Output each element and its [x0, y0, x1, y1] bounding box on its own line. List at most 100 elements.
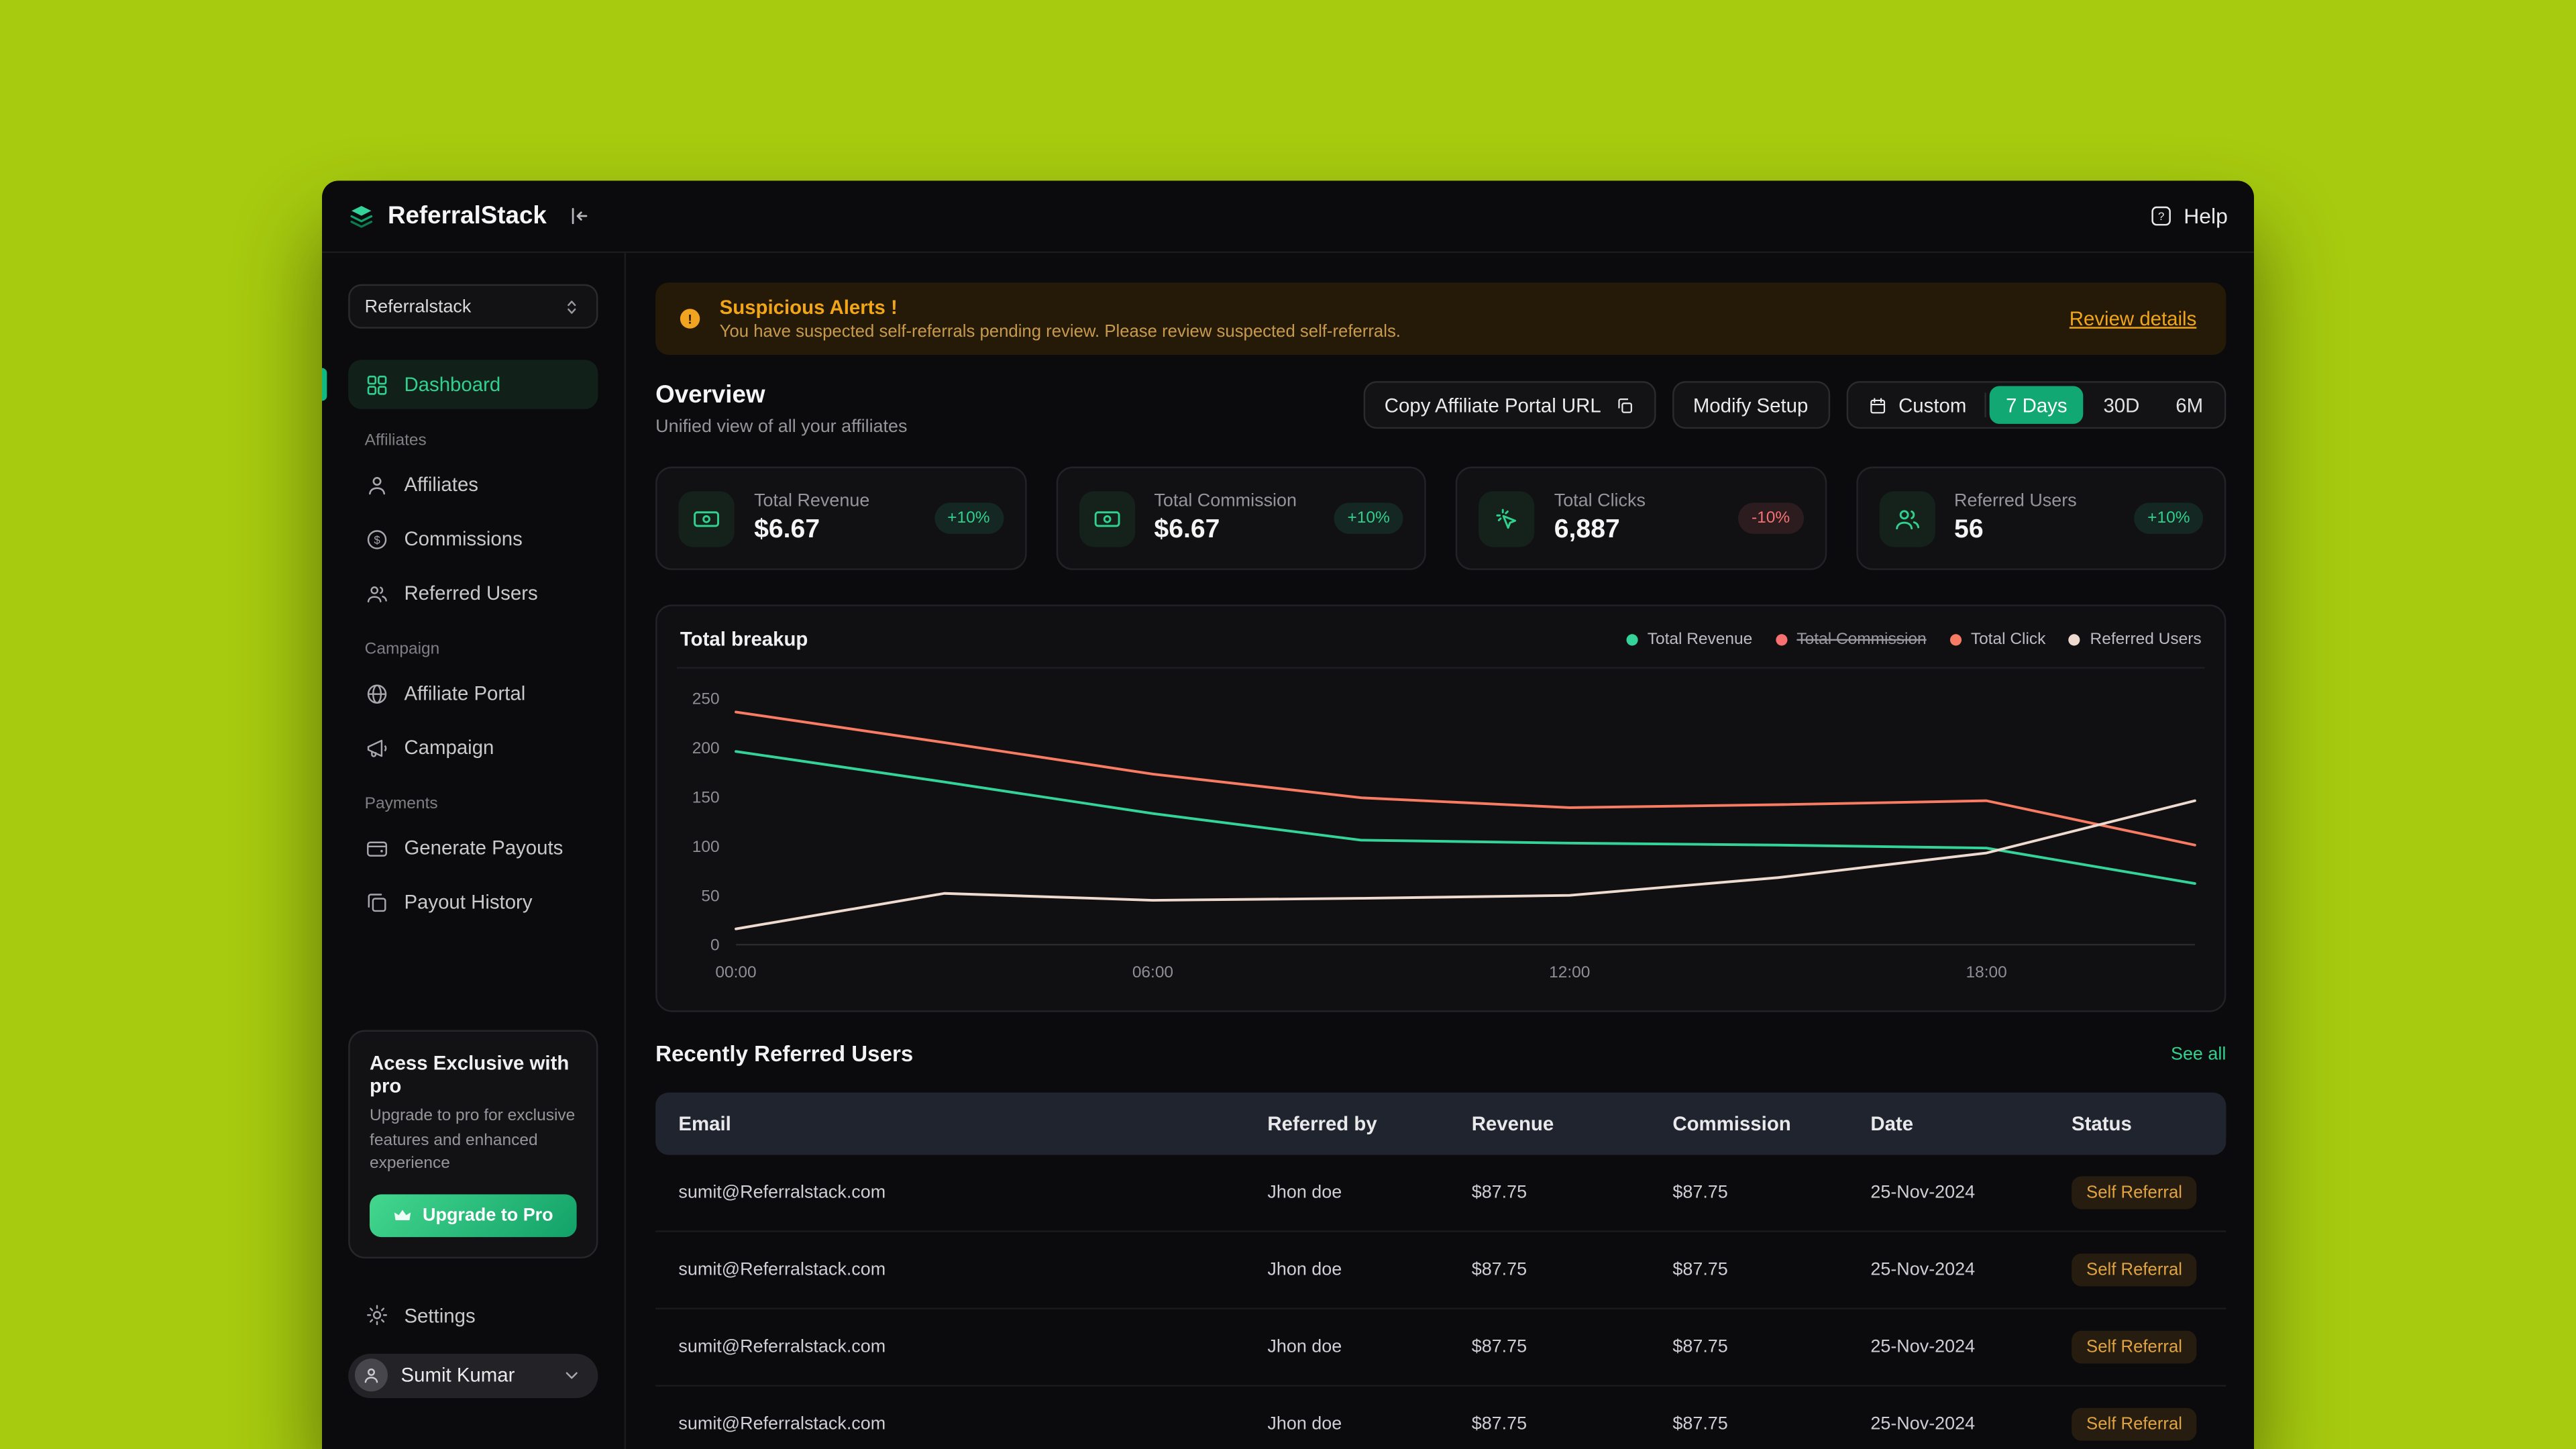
help-button[interactable]: ? Help	[2149, 204, 2228, 228]
calendar-icon	[1870, 397, 1885, 413]
range-custom-label: Custom	[1898, 393, 1967, 417]
range-custom-button[interactable]: Custom	[1852, 394, 1981, 417]
cell-status: Self Referral	[2049, 1176, 2226, 1210]
upgrade-to-pro-button[interactable]: Upgrade to Pro	[370, 1193, 577, 1236]
modify-setup-button[interactable]: Modify Setup	[1671, 381, 1830, 429]
cell-commission: $87.75	[1672, 1260, 1728, 1280]
svg-text:200: 200	[692, 739, 720, 757]
globe-icon	[367, 684, 387, 703]
alert-texts: Suspicious Alerts ! You have suspected s…	[720, 296, 1401, 342]
cell-referred-by: Jhon doe	[1267, 1260, 1342, 1280]
stat-delta-badge: -10%	[1738, 502, 1803, 534]
copy-icon	[1617, 397, 1631, 413]
megaphone-icon	[367, 739, 387, 757]
cell-revenue: $87.75	[1471, 1260, 1527, 1280]
suspicious-alert-banner: ! Suspicious Alerts ! You have suspected…	[655, 282, 2226, 355]
legend-dot	[1625, 633, 1638, 645]
main-content: ! Suspicious Alerts ! You have suspected…	[626, 253, 2254, 1449]
section-title: Recently Referred Users	[655, 1041, 914, 1067]
date-range-selector: Custom 7 Days 30D 6M	[1845, 381, 2226, 429]
chevron-up-down-icon	[568, 299, 576, 313]
workspace-selector[interactable]: Referralstack	[348, 284, 598, 329]
svg-text:250: 250	[692, 690, 720, 708]
column-header-date: Date	[1870, 1112, 1914, 1136]
table-row[interactable]: sumit@Referralstack.com Jhon doe $87.75 …	[655, 1387, 2226, 1449]
cell-email: sumit@Referralstack.com	[678, 1183, 886, 1203]
review-details-link[interactable]: Review details	[2069, 307, 2197, 331]
line-chart: 0 50 100 150 200 250 00:00 06:00 12:00 18:00	[692, 690, 2196, 981]
sidebar-item-settings[interactable]: Settings	[348, 1291, 598, 1340]
see-all-link[interactable]: See all	[2170, 1044, 2226, 1064]
sidebar-item-label: Commissions	[404, 527, 523, 551]
stat-text: Referred Users 56	[1954, 491, 2077, 545]
user-menu[interactable]: Sumit Kumar	[348, 1352, 598, 1397]
crown-icon	[394, 1209, 411, 1220]
banknote-icon	[1078, 490, 1135, 547]
alert-warning-icon: !	[680, 309, 700, 329]
page-title: Overview	[655, 381, 765, 409]
range-option-6m[interactable]: 6M	[2176, 393, 2204, 417]
status-badge: Self Referral	[2072, 1253, 2198, 1287]
stat-label: Total Revenue	[754, 491, 870, 511]
stat-card-referred-users: Referred Users 56 +10%	[1856, 466, 2226, 570]
sidebar-item-payout-history[interactable]: Payout History	[348, 877, 598, 926]
sidebar-item-affiliate-portal[interactable]: Affiliate Portal	[348, 669, 598, 718]
sidebar-section-campaign: Campaign	[364, 641, 440, 659]
sidebar-item-generate-payouts[interactable]: Generate Payouts	[348, 823, 598, 872]
pro-upgrade-card: Acess Exclusive with pro Upgrade to pro …	[348, 1030, 598, 1258]
cell-date: 25-Nov-2024	[1870, 1414, 1976, 1434]
table-row[interactable]: sumit@Referralstack.com Jhon doe $87.75 …	[655, 1232, 2226, 1309]
referred-users-header: Recently Referred Users See all	[655, 1042, 2226, 1067]
app-window: ReferralStack ? Help Referralstack	[322, 180, 2255, 1449]
copy-affiliate-url-label: Copy Affiliate Portal URL	[1384, 393, 1601, 417]
legend-item[interactable]: Referred Users	[2068, 630, 2202, 649]
table-row[interactable]: sumit@Referralstack.com Jhon doe $87.75 …	[655, 1155, 2226, 1232]
svg-text:150: 150	[692, 788, 720, 806]
status-badge: Self Referral	[2072, 1176, 2198, 1210]
cell-date: 25-Nov-2024	[1870, 1337, 1976, 1357]
collapse-sidebar-icon	[572, 207, 587, 225]
cell-referred-by: Jhon doe	[1267, 1337, 1342, 1357]
active-indicator	[322, 368, 327, 401]
column-header-revenue: Revenue	[1471, 1112, 1554, 1136]
stat-label: Referred Users	[1954, 491, 2077, 511]
sidebar-item-label: Generate Payouts	[404, 836, 564, 859]
sidebar-item-label: Referred Users	[404, 581, 538, 605]
dollar-circle-icon: $	[367, 529, 387, 549]
cell-status: Self Referral	[2049, 1407, 2226, 1441]
chart-legend: Total Revenue Total Commission Total Click…	[1625, 630, 2202, 649]
svg-text:100: 100	[692, 838, 720, 856]
app-body: Referralstack Dashboard Affiliates	[322, 253, 2254, 1449]
sidebar-item-label: Affiliates	[404, 473, 478, 496]
sidebar-item-label: Affiliate Portal	[404, 682, 526, 705]
stat-delta-badge: +10%	[2134, 502, 2204, 534]
stat-delta-badge: +10%	[934, 502, 1004, 534]
referred-users-table: Email Referred by Revenue Commission Dat…	[655, 1092, 2226, 1449]
range-option-30d[interactable]: 30D	[2103, 393, 2140, 417]
copy-affiliate-url-button[interactable]: Copy Affiliate Portal URL	[1362, 381, 1656, 429]
sidebar-item-commissions[interactable]: $ Commissions	[348, 515, 598, 564]
total-breakup-chart-card: Total breakup Total Revenue Total Commiss…	[655, 604, 2226, 1012]
dashboard-grid-icon	[367, 374, 387, 394]
table-row[interactable]: sumit@Referralstack.com Jhon doe $87.75 …	[655, 1309, 2226, 1387]
legend-item[interactable]: Total Commission	[1775, 630, 1927, 649]
sidebar-item-affiliates[interactable]: Affiliates	[348, 460, 598, 509]
legend-label: Referred Users	[2090, 630, 2202, 649]
avatar-person-icon	[364, 1368, 378, 1383]
stat-card-total-revenue: Total Revenue $6.67 +10%	[655, 466, 1026, 570]
sidebar-item-dashboard[interactable]: Dashboard	[322, 360, 598, 409]
collapse-sidebar-button[interactable]	[566, 204, 591, 229]
legend-label: Total Commission	[1796, 630, 1927, 649]
sidebar-item-label: Campaign	[404, 736, 494, 759]
cell-revenue: $87.75	[1471, 1414, 1527, 1434]
sidebar-section-payments: Payments	[364, 795, 438, 814]
legend-item[interactable]: Total Revenue	[1625, 630, 1752, 648]
range-option-7days[interactable]: 7 Days	[1989, 386, 2084, 424]
table-header-row: Email Referred by Revenue Commission Dat…	[655, 1092, 2226, 1155]
sidebar-item-campaign[interactable]: Campaign	[348, 723, 598, 772]
status-badge: Self Referral	[2072, 1407, 2198, 1441]
stat-value: $6.67	[754, 515, 820, 544]
sidebar-item-referred-users[interactable]: Referred Users	[348, 568, 598, 617]
legend-item[interactable]: Total Click	[1949, 630, 2045, 648]
topbar: ReferralStack ? Help	[322, 180, 2255, 254]
